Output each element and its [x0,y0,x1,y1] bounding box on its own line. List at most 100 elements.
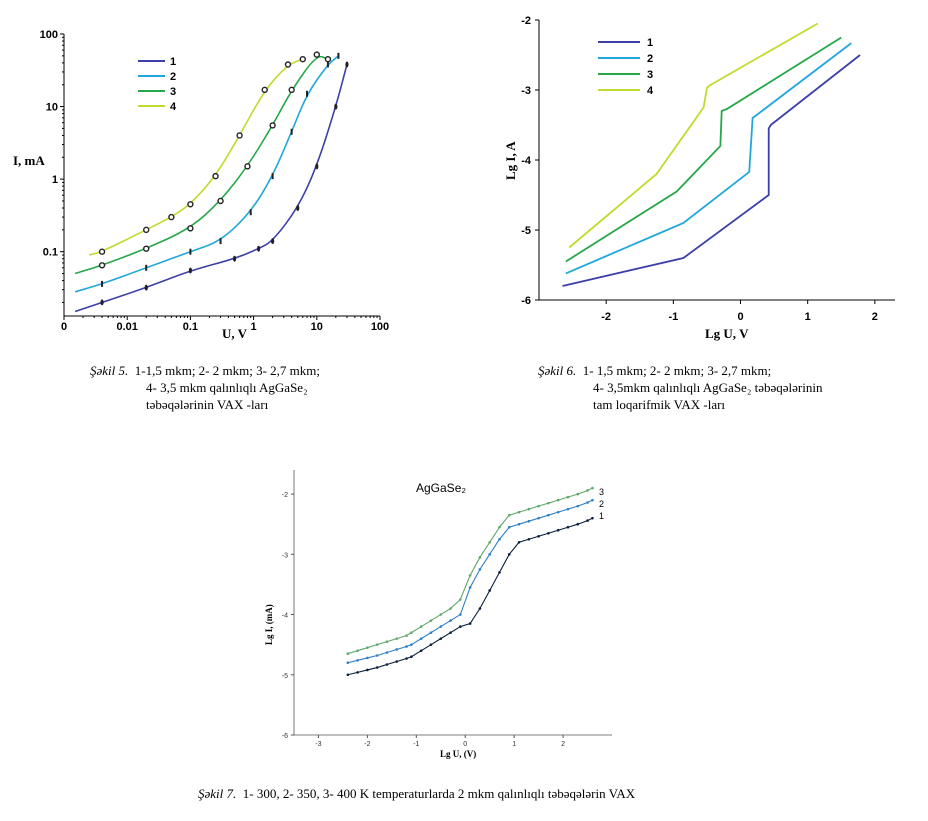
fig7-series-2-point [419,637,423,640]
fig7-series-1-point [468,622,472,625]
fig7-series-1-point [395,660,399,663]
caption-fig7-label: Şəkil 7. [198,786,237,801]
fig7-series-1-point [498,571,501,574]
fig7-series-3-point [478,556,482,559]
fig5-legend-label-2: 2 [170,71,176,83]
caption-fig5-line1: 1-1,5 mkm; 2- 2 mkm; 3- 2,7 mkm; [134,363,321,378]
fig6-series-4-line [568,22,819,249]
caption-fig6-label: Şəkil 6. [538,363,577,378]
fig7-series-2-point [356,659,359,662]
fig5-series-1-point [257,245,261,252]
fig7-series-2-point [459,613,462,616]
fig5-ylabel: I, mA [13,153,45,168]
fig5-series-3-point [187,225,194,232]
fig7-series-3-point [439,613,443,616]
fig7-series-3-point [449,607,452,610]
fig5-series-1-point [315,163,319,170]
fig6-x-tick-label: 2 [872,311,878,323]
fig7-series-3-point [419,625,423,628]
fig7-series-3-point [375,643,379,646]
fig7-x-tick-label: -3 [315,741,321,748]
fig6-x-tick-label: -1 [668,311,678,323]
fig5-series-2-line [74,55,339,293]
fig6-series-2-line [565,42,852,275]
fig7-series-3-point [517,510,521,514]
fig6-legend-label-4: 4 [647,85,654,97]
fig7-y-tick-label: -4 [282,613,288,620]
fig7-series-3-point [395,637,399,640]
fig7-series-1-point [537,534,540,538]
fig7-series-3-point [507,513,511,517]
fig5-series-4-point [98,248,106,255]
fig7-series-2-point [586,501,589,504]
fig5-series-1-point [334,103,338,110]
fig5-series-3-point [98,262,106,269]
fig7-series-1-point [419,649,423,652]
fig7-series-2-point [478,568,482,571]
fig5-series-4-point [187,201,194,208]
fig7-series-2-point [449,619,452,622]
fig7-series-1-point [547,531,550,535]
fig6-ylabel: Lg I, A [503,141,518,180]
fig7-series-2-point [385,651,389,654]
fig7-series-2-point [527,519,531,523]
fig5-series-3-point [217,197,224,205]
fig5-series-4-line [88,58,304,256]
fig7-legend-label-3: 3 [599,487,604,497]
fig7-series-1-point [459,625,462,628]
fig5-series-1-point [232,255,237,262]
fig5-series-3-point [244,163,251,170]
fig7-series-1-point [346,673,350,677]
fig7-series-3-point [385,640,389,643]
fig5-x-tick-label: 10 [311,321,323,333]
fig7-series-1-point [488,589,491,592]
fig5-series-3-point [269,122,276,129]
fig5-series-2-point [290,128,293,135]
fig7-x-tick-label: 0 [463,741,467,748]
fig7-series-1-point [591,516,594,520]
fig7-series-2-line [347,499,593,664]
fig7-series-1-point [449,631,452,634]
fig7-legend-label-1: 1 [599,511,604,521]
caption-fig7: Şəkil 7. 1- 300, 2- 350, 3- 400 K temper… [198,785,635,802]
fig7-series-1-point [429,643,433,646]
fig5-legend-label-3: 3 [170,86,176,98]
caption-fig5-line2: 4- 3,5 mkm qalınlıqlı AgGaSe₂ [146,380,308,395]
fig7-series-1-line [347,517,593,676]
fig5-series-2-point [306,90,309,97]
fig5-y-tick-label: 0.1 [43,247,58,259]
fig7-series-1-point [586,519,589,522]
fig7-series-3-point [576,492,580,496]
fig5-series-2-point [337,52,340,59]
fig7-series-3-point [566,495,570,499]
fig5-series-3-point [313,51,320,58]
fig7-y-tick-label: -6 [282,733,288,740]
fig5-series-4-point [212,172,219,180]
fig7-series-2-point [488,553,491,556]
fig7-series-3-point [346,652,350,655]
fig6-legend-label-3: 3 [647,69,653,81]
fig7-series-3-point [405,634,408,637]
fig5-series-3-point [143,245,150,252]
fig7-y-tick-label: -3 [282,552,288,559]
fig5-x-tick-label: 0 [61,321,67,333]
fig5-series-1-point [271,238,275,245]
fig7-series-3-point [429,619,433,622]
fig5-series-1-point [345,61,349,68]
fig7-series-3-point [366,646,369,649]
fig6-series-1-line [562,54,861,287]
fig7-series-2-point [537,516,540,520]
fig5-series-1-point [296,205,300,212]
fig7-y-tick-label: -2 [282,492,288,499]
fig7-series-2-point [468,586,472,589]
fig6-x-tick-label: 0 [737,311,743,323]
fig7-series-3-point [488,540,491,544]
fig7-series-3-point [356,649,359,652]
fig5-series-1-point [100,299,104,306]
fig5-series-1-point [188,267,192,274]
fig7-series-2-point [439,625,443,628]
caption-fig5: Şəkil 5. 1-1,5 mkm; 2- 2 mkm; 3- 2,7 mkm… [90,362,320,413]
fig7-series-2-point [517,522,521,526]
fig5-y-tick-label: 1 [52,174,58,186]
fig7-series-2-point [591,498,594,502]
